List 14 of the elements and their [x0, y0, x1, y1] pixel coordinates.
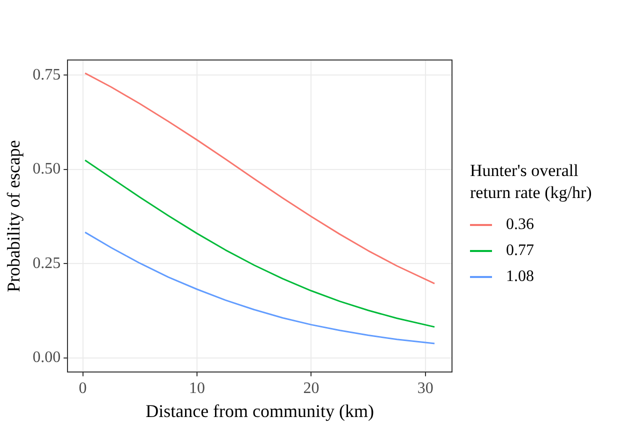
y-tick-label: 0.75 [32, 66, 61, 84]
y-tick-label: 0.00 [32, 349, 61, 366]
x-axis-title: Distance from community (km) [146, 400, 374, 421]
legend-label: 1.08 [506, 268, 534, 286]
y-tick-label: 0.50 [32, 160, 61, 178]
x-tick-label: 20 [303, 380, 320, 398]
y-axis-title: Probability of escape [4, 140, 24, 292]
legend-title: Hunter's overall return rate (kg/hr) [470, 160, 593, 204]
x-tick-label: 30 [417, 380, 434, 398]
x-tick-label: 10 [188, 380, 205, 398]
y-tick-label: 0.25 [32, 254, 61, 272]
x-tick-label: 0 [78, 380, 87, 398]
legend-label: 0.77 [506, 242, 534, 260]
legend-label: 0.36 [506, 216, 534, 234]
